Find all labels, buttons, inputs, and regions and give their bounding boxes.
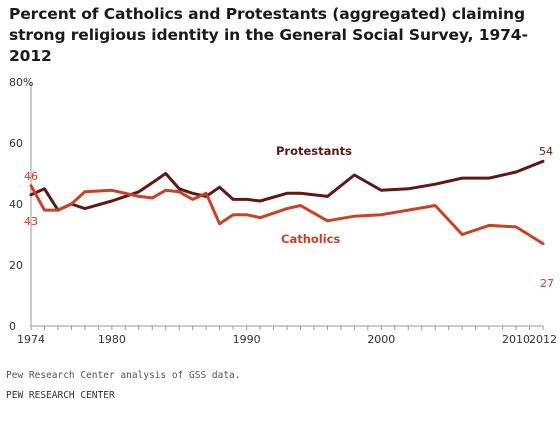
series-line-catholics xyxy=(29,184,545,246)
x-tick-label: 2012 xyxy=(529,333,557,346)
y-tick-label: 80% xyxy=(9,76,33,89)
chart-title: Percent of Catholics and Protestants (ag… xyxy=(9,5,528,65)
organization-name: PEW RESEARCH CENTER xyxy=(6,390,115,401)
series-line-protestants xyxy=(29,159,545,212)
source-note: Pew Research Center analysis of GSS data… xyxy=(6,370,241,381)
y-tick-label: 40 xyxy=(9,198,23,211)
y-tick-label: 0 xyxy=(9,320,16,333)
x-tick-label: 2010 xyxy=(502,333,530,346)
series-label-catholics: Catholics xyxy=(281,232,340,246)
x-tick-label: 1990 xyxy=(233,333,261,346)
y-tick-label: 20 xyxy=(9,259,23,272)
y-axis: 0 20 40 60 80% xyxy=(9,76,33,333)
series-label-protestants: Protestants xyxy=(276,144,352,158)
x-tick-label: 1974 xyxy=(17,333,45,346)
end-label-protestants: 54 xyxy=(539,145,553,158)
x-tick-label: 1980 xyxy=(98,333,126,346)
end-label-catholics: 27 xyxy=(540,277,554,290)
y-tick-label: 60 xyxy=(9,137,23,150)
x-tick-label: 2000 xyxy=(367,333,395,346)
start-label-catholics: 46 xyxy=(24,170,38,183)
start-label-protestants: 43 xyxy=(24,215,38,228)
series-layer xyxy=(29,159,545,246)
